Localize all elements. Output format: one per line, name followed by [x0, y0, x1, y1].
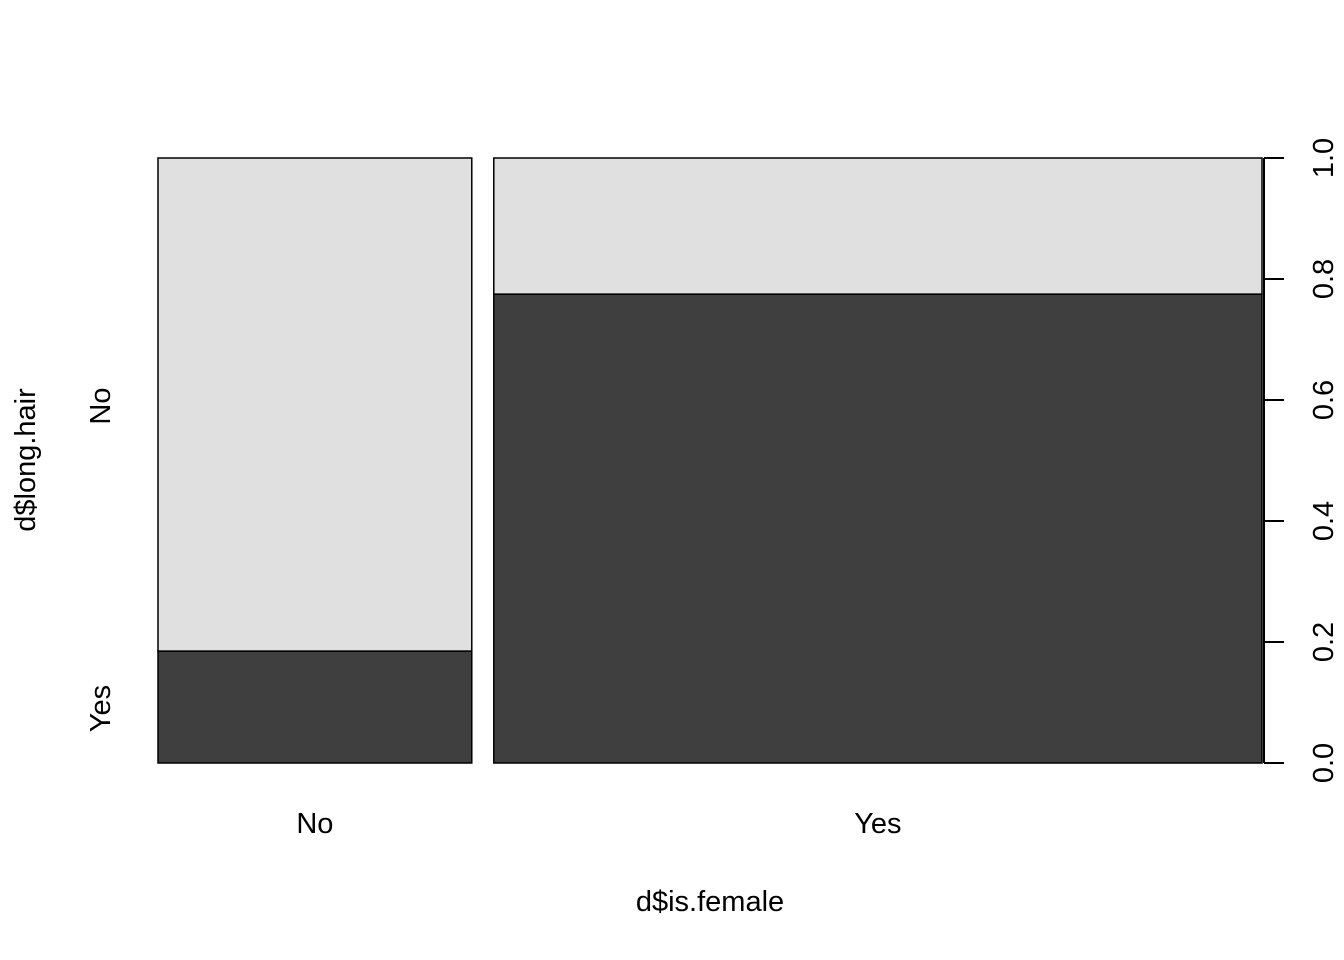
bar-yes-no [493, 157, 1263, 295]
bar-no-no [157, 157, 473, 652]
y-level-label: No [85, 388, 117, 425]
tick-label: 0.8 [1308, 259, 1340, 299]
tick-label: 0.0 [1308, 743, 1340, 783]
x-category-label: No [296, 808, 333, 840]
x-category-labels: No Yes [296, 808, 901, 840]
bar-no-yes [157, 650, 473, 764]
bar-yes-yes [493, 293, 1263, 764]
tick-label: 0.4 [1308, 501, 1340, 541]
tick-label: 0.6 [1308, 380, 1340, 420]
y-axis-label: d$long.hair [10, 388, 42, 532]
tick-label: 1.0 [1308, 138, 1340, 178]
y-level-labels: Yes No [85, 388, 117, 733]
x-category-label: Yes [854, 808, 901, 840]
spineplot-rects [157, 157, 1263, 764]
tick-label: 0.2 [1308, 622, 1340, 662]
x-axis-label: d$is.female [636, 886, 784, 918]
y-level-label: Yes [85, 685, 117, 732]
right-axis-ticks: 0.0 0.2 0.4 0.6 0.8 1.0 [1264, 138, 1340, 783]
